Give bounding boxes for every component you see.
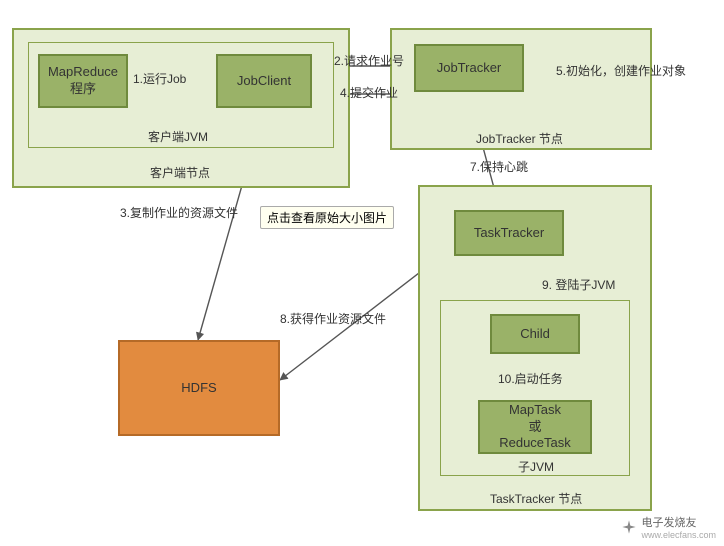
child-box: Child — [490, 314, 580, 354]
lbl3: 3.复制作业的资源文件 — [120, 204, 238, 221]
lbl1: 1.运行Job — [133, 70, 186, 87]
spark-icon — [621, 519, 637, 535]
lbl2: 2.请求作业号 — [334, 52, 404, 69]
tasktracker-box: TaskTracker — [454, 210, 564, 256]
lbl8: 8.获得作业资源文件 — [280, 310, 386, 327]
maptask-box: MapTask 或 ReduceTask — [478, 400, 592, 454]
watermark: 电子发烧友 www.elecfans.com — [621, 514, 716, 540]
lbl9: 9. 登陆子JVM — [542, 276, 615, 293]
lbl10: 10.启动任务 — [498, 370, 563, 387]
lbl7: 7.保持心跳 — [470, 158, 528, 175]
tasktracker-node-label: TaskTracker 节点 — [490, 490, 582, 507]
tooltip-text: 点击查看原始大小图片 — [267, 211, 387, 225]
client-jvm-label: 客户端JVM — [148, 128, 208, 145]
jobclient-box: JobClient — [216, 54, 312, 108]
original-size-tooltip[interactable]: 点击查看原始大小图片 — [260, 206, 394, 229]
watermark-url: www.elecfans.com — [641, 530, 716, 540]
client-node-label: 客户端节点 — [150, 164, 210, 181]
mapreduce-box: MapReduce 程序 — [38, 54, 128, 108]
jobtracker-box: JobTracker — [414, 44, 524, 92]
child-jvm-label: 子JVM — [518, 458, 554, 475]
lbl5: 5.初始化，创建作业对象 — [556, 62, 686, 79]
watermark-text: 电子发烧友 — [641, 514, 716, 530]
jobtracker-node-label: JobTracker 节点 — [476, 130, 563, 147]
lbl4: 4.提交作业 — [340, 84, 398, 101]
hdfs-box: HDFS — [118, 340, 280, 436]
